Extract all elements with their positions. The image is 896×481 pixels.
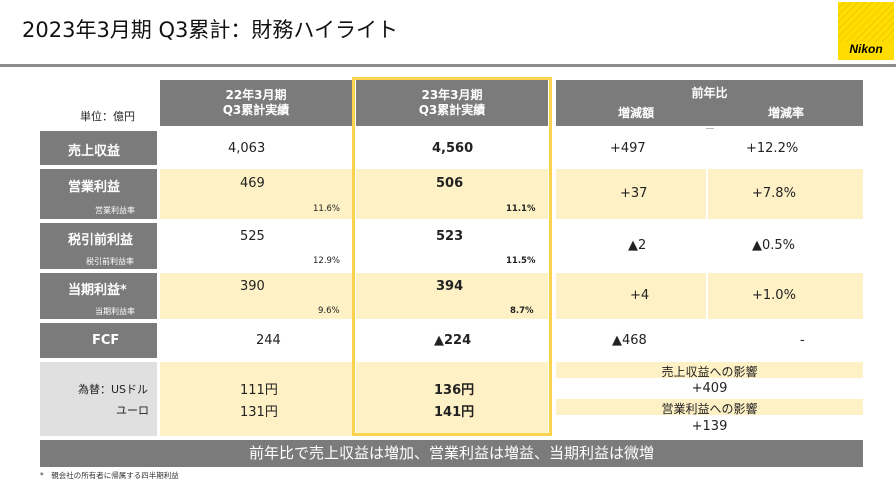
revenue-curr-cell: 4,560 (356, 131, 548, 165)
fx-curr-eur: 141円 (434, 405, 475, 420)
op-sublabel: 営業利益率 (95, 206, 135, 215)
op-prev: 469 (240, 176, 265, 191)
fx-impact-op-header: 営業利益への影響 (556, 399, 863, 416)
net-rate-cell: +1.0% (708, 273, 863, 319)
net-sublabel: 当期利益率 (95, 307, 135, 316)
pretax-prev-cell: 525 12.9% (160, 223, 352, 269)
summary-banner: 前年比で売上収益は増加、営業利益は増益、当期利益は微増 (40, 440, 863, 467)
op-rate: +7.8% (752, 186, 796, 201)
fx-impact-op-cell: +139 (556, 417, 863, 436)
header-prev-year-line1: 22年3月期 (225, 88, 287, 102)
net-diff-cell: +4 (556, 273, 706, 319)
pretax-curr-ratio: 11.5% (506, 256, 536, 266)
row-label-fcf: FCF (40, 323, 157, 358)
net-rate: +1.0% (752, 288, 796, 303)
net-curr-cell: 394 8.7% (356, 273, 548, 319)
net-curr: 394 (436, 279, 464, 294)
fcf-rate: - (800, 333, 805, 348)
pretax-diff-cell: ▲2 (556, 223, 706, 269)
header-prev-year-line2: Q3累計実績 (222, 103, 290, 117)
op-diff-cell: +37 (556, 169, 706, 219)
fx-label-usd: 為替：USドル (78, 383, 149, 396)
net-prev-cell: 390 9.6% (160, 273, 352, 319)
op-prev-ratio: 11.6% (313, 204, 341, 214)
page-title: 2023年3月期 Q3累計：財務ハイライト (22, 18, 398, 42)
fx-curr-usd: 136円 (434, 383, 475, 398)
pretax-prev: 525 (240, 229, 265, 244)
net-prev: 390 (240, 279, 265, 294)
pretax-rate: ▲0.5% (752, 238, 796, 253)
header-prev-year: 22年3月期 Q3累計実績 (160, 80, 352, 126)
op-prev-cell: 469 11.6% (160, 169, 352, 219)
revenue-curr: 4,560 (432, 141, 474, 156)
fcf-diff: ▲468 (612, 333, 647, 348)
row-label-fx: 為替：USドル ユーロ (40, 362, 157, 436)
net-label: 当期利益* (68, 283, 127, 298)
op-curr-cell: 506 11.1% (356, 169, 548, 219)
fx-impact-op: +139 (691, 419, 728, 434)
fx-prev-cell: 111円 131円 (160, 362, 352, 436)
op-label: 営業利益 (68, 180, 121, 195)
header-current-year-line1: 23年3月期 (421, 88, 483, 102)
op-curr: 506 (436, 176, 464, 191)
revenue-prev-cell: 4,063 (160, 131, 352, 165)
net-prev-ratio: 9.6% (318, 306, 340, 316)
header-yoy: 前年比 増減額 増減率 (556, 80, 863, 126)
fx-label-eur: ユーロ (116, 404, 149, 417)
net-curr-ratio: 8.7% (510, 306, 534, 316)
row-label-op: 営業利益 営業利益率 (40, 169, 157, 219)
pretax-rate-cell: ▲0.5% (708, 223, 863, 269)
row-label-net: 当期利益* 当期利益率 (40, 273, 157, 319)
net-diff: +4 (630, 288, 650, 303)
fx-prev-eur: 131円 (240, 405, 278, 420)
revenue-diff: +497 (610, 141, 646, 156)
revenue-label: 売上収益 (68, 144, 121, 159)
fcf-curr-cell: ▲224 (356, 323, 548, 358)
header-diff-label: 増減額 (617, 106, 654, 120)
column-divider-tick (706, 128, 714, 129)
pretax-sublabel: 税引前利益率 (86, 257, 134, 266)
title-divider (0, 64, 896, 67)
revenue-diff-cell: +497 (556, 131, 706, 165)
fx-impact-rev-label: 売上収益への影響 (661, 365, 758, 379)
pretax-curr-cell: 523 11.5% (356, 223, 548, 269)
unit-label: 単位：億円 (80, 110, 135, 123)
pretax-diff: ▲2 (628, 238, 647, 253)
logo-stripes (838, 2, 894, 42)
fcf-prev: 244 (256, 333, 281, 348)
fcf-rate-cell: - (708, 323, 863, 358)
op-rate-cell: +7.8% (708, 169, 863, 219)
pretax-curr: 523 (436, 229, 464, 244)
fcf-diff-cell: ▲468 (556, 323, 706, 358)
revenue-rate: +12.2% (746, 141, 799, 156)
pretax-label: 税引前利益 (68, 233, 134, 248)
fcf-prev-cell: 244 (160, 323, 352, 358)
fx-prev-usd: 111円 (240, 383, 278, 398)
fx-impact-rev-header: 売上収益への影響 (556, 362, 863, 379)
pretax-prev-ratio: 12.9% (313, 256, 341, 266)
fx-impact-op-label: 営業利益への影響 (661, 402, 758, 416)
logo-wordmark: Nikon (849, 42, 883, 56)
fx-curr-cell: 136円 141円 (356, 362, 548, 436)
footnote: * 親会社の所有者に帰属する四半期利益 (40, 471, 179, 480)
nikon-logo: Nikon (838, 2, 894, 60)
fx-impact-rev: +409 (691, 381, 728, 396)
row-label-revenue: 売上収益 (40, 131, 157, 165)
header-yoy-label: 前年比 (691, 86, 728, 100)
header-rate-label: 増減率 (767, 106, 804, 120)
fcf-curr: ▲224 (434, 333, 472, 348)
revenue-prev: 4,063 (228, 141, 266, 156)
header-current-year: 23年3月期 Q3累計実績 (356, 80, 548, 126)
header-current-year-line2: Q3累計実績 (418, 103, 486, 117)
op-diff: +37 (620, 186, 648, 201)
op-curr-ratio: 11.1% (506, 204, 536, 214)
fx-impact-rev-cell: +409 (556, 380, 863, 397)
fcf-label: FCF (92, 333, 120, 348)
revenue-rate-cell: +12.2% (708, 131, 863, 165)
row-label-pretax: 税引前利益 税引前利益率 (40, 223, 157, 269)
